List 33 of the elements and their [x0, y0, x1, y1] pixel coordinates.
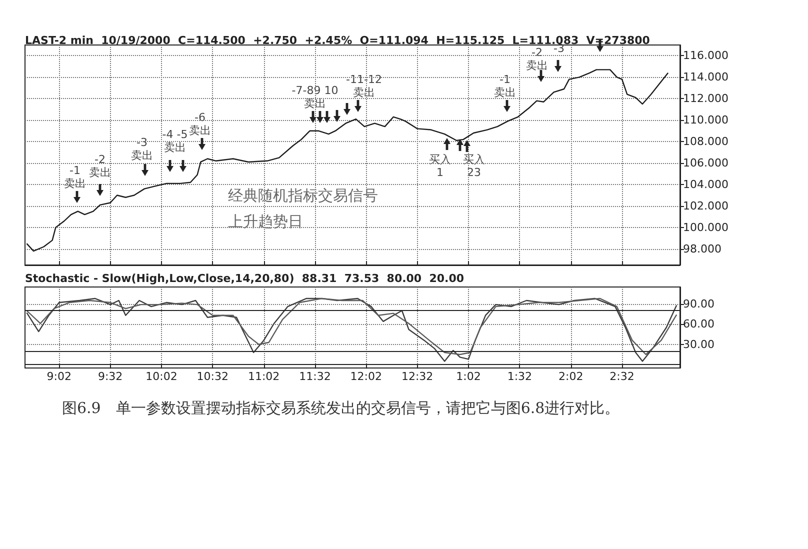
x-tick-label: 9:02	[46, 370, 72, 383]
y-tick-label: 112.000	[683, 92, 728, 106]
caption: 图6.9 单一参数设置摆动指标交易系统发出的交易信号，请把它与图6.8进行对比。	[62, 398, 621, 419]
x-tick-label: 11:02	[248, 370, 280, 383]
x-tick-label: 10:32	[196, 370, 228, 383]
chart-subtitle: LAST-2 min 10/19/2000 C=114.500 +2.750 +2.45% O=111.094 H=115.125 L=111.083 V=273800	[25, 34, 650, 47]
x-tick-label: 2:02	[558, 370, 584, 383]
annotation: -7-89 10 卖出	[292, 84, 338, 110]
y-tick-label: 106.000	[683, 156, 728, 170]
x-tick-label: 1:32	[507, 370, 532, 383]
chart-title: Stochastic - Slow(High,Low,Close,14,20,80) 88.31 73.53 80.00 20.00	[25, 272, 464, 285]
annotation: -11-12 卖出	[346, 73, 382, 99]
y-tick-label: 60.00	[683, 318, 714, 331]
x-tick-label: 11:32	[299, 370, 331, 383]
annotation: -2 卖出	[89, 153, 111, 179]
y-tick-label: 104.000	[683, 178, 728, 192]
y-tick-label: 100.000	[683, 220, 728, 234]
y-tick-label: 114.000	[683, 70, 728, 84]
y-tick-label: 102.000	[683, 199, 728, 212]
annotation: -1 卖出	[494, 73, 516, 99]
y-tick-label: 90.00	[683, 297, 714, 310]
x-tick-label: 9:32	[98, 370, 123, 383]
y-tick-label: 30.00	[683, 338, 714, 351]
x-tick-label: 2:32	[610, 370, 634, 383]
y-tick-label: 108.000	[683, 135, 728, 148]
x-tick-label: 12:02	[350, 370, 382, 383]
x-tick-label: 1:02	[456, 370, 481, 383]
x-tick-label: 10:02	[146, 370, 178, 383]
annotation: -4 -5 卖出	[162, 128, 188, 154]
y-tick-label: 116.000	[683, 49, 728, 62]
x-tick-label: 12:32	[401, 370, 434, 383]
y-tick-label: 110.000	[683, 114, 728, 127]
y-tick-label: 98.000	[683, 242, 722, 256]
